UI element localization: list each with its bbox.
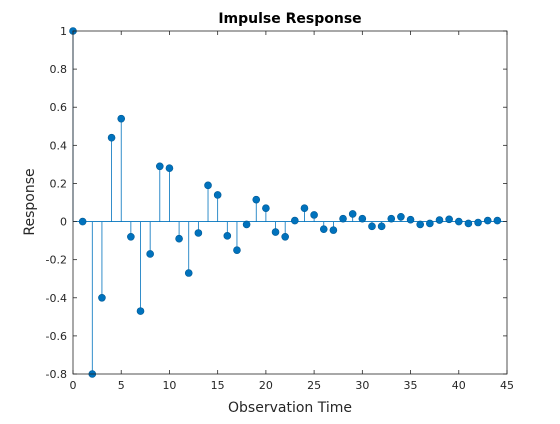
axes-group: 0 5 10 15 20 25 30 35 40 45 -0.8 -0.6 -0.4 -0.2 0 0.2 0.…	[46, 25, 514, 392]
stem-marker	[98, 293, 106, 302]
x-tick-label: 25	[307, 379, 321, 392]
stem-marker	[319, 225, 328, 233]
x-tick-label: 40	[452, 379, 466, 392]
stem-marker	[416, 220, 425, 229]
stem-marker	[454, 217, 463, 226]
stem-marker	[406, 215, 415, 224]
stem-marker	[107, 133, 116, 142]
x-tick-label: 0	[70, 379, 77, 392]
stem-marker	[329, 226, 338, 234]
stem-marker	[445, 215, 453, 224]
plot-area	[73, 31, 507, 374]
stems-group	[69, 27, 507, 378]
stem-marker	[242, 220, 251, 229]
y-tick-label: 0	[60, 216, 67, 229]
stem-marker	[223, 232, 232, 240]
stem-marker	[300, 204, 309, 213]
x-tick-label: 45	[500, 379, 514, 392]
stem-marker	[377, 222, 386, 231]
y-tick-label: 0.8	[50, 63, 68, 76]
stem-marker	[127, 233, 135, 241]
stem-marker	[146, 250, 154, 258]
stem-marker	[291, 216, 299, 225]
stem-marker	[339, 214, 347, 223]
stem-marker	[426, 219, 434, 228]
y-axis-label: Response	[22, 168, 38, 235]
x-tick-label: 30	[355, 379, 369, 392]
stem-marker	[184, 269, 193, 277]
stem-marker	[387, 214, 396, 223]
stem-marker	[165, 164, 174, 172]
stem-marker	[281, 233, 289, 241]
plot-background	[73, 31, 507, 374]
x-tick-label: 10	[162, 379, 176, 392]
stem-marker	[474, 218, 482, 227]
stem-marker	[271, 228, 280, 236]
y-tick-label: 0.4	[50, 139, 68, 152]
x-tick-label: 20	[259, 379, 273, 392]
stem-marker	[252, 195, 261, 204]
stem-marker	[156, 162, 164, 171]
y-tick-label: 1	[60, 25, 67, 38]
y-tick-label: 0.6	[50, 101, 68, 114]
stem-marker	[358, 214, 367, 223]
stem-marker	[397, 212, 405, 221]
stem-marker	[78, 217, 87, 226]
stem-marker	[117, 114, 126, 123]
y-tick-label: -0.2	[46, 254, 67, 267]
x-axis-label: Observation Time	[228, 400, 352, 416]
x-tick-label: 15	[211, 379, 225, 392]
stem-marker	[435, 216, 444, 224]
stem-marker	[483, 216, 492, 225]
y-tick-label: -0.4	[46, 292, 67, 305]
stem-marker	[233, 246, 241, 254]
y-tick-label: -0.8	[46, 368, 67, 381]
x-tick-label: 35	[404, 379, 418, 392]
stem-marker	[368, 222, 376, 231]
y-tick-label: 0.2	[50, 177, 68, 190]
stem-marker	[194, 229, 203, 237]
stem-marker	[348, 210, 357, 218]
stem-marker	[204, 181, 212, 190]
chart-title: Impulse Response	[218, 11, 361, 27]
axes-box	[72, 30, 508, 375]
stem-marker	[310, 211, 318, 219]
stem-marker	[464, 219, 473, 228]
y-tick-label: -0.6	[46, 330, 67, 343]
stem-marker	[213, 191, 222, 199]
stem-marker	[262, 204, 270, 213]
x-tick-label: 5	[118, 379, 125, 392]
stem-marker	[493, 216, 502, 225]
stem-marker	[175, 234, 183, 243]
stem-marker	[136, 307, 145, 315]
